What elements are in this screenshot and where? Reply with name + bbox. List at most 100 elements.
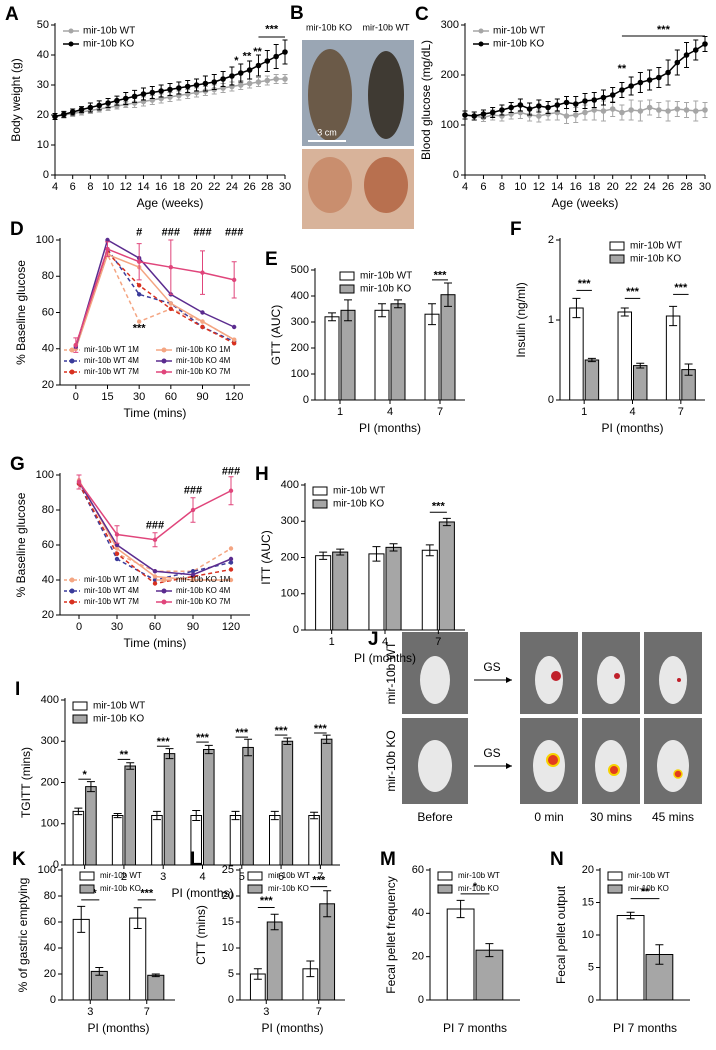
x-tick-label: 120 — [225, 391, 243, 403]
y-tick-label: 100 — [281, 588, 299, 600]
y-axis-label: CTT (mins) — [194, 905, 208, 965]
legend-label: mir-10b KO — [630, 254, 681, 265]
point — [554, 102, 561, 108]
legend-marker — [69, 369, 75, 375]
x-tick-label: 8 — [499, 181, 505, 193]
error-bar — [270, 913, 279, 931]
y-axis-label: % of gastric emptying — [16, 878, 30, 993]
point — [517, 102, 524, 108]
y-tick-label: 200 — [281, 551, 299, 563]
y-tick-label: 0 — [548, 394, 554, 406]
y-tick-label: 400 — [281, 479, 299, 491]
bar — [129, 917, 147, 1001]
x-tick-label: 12 — [120, 181, 132, 193]
annotation: *** — [314, 723, 328, 735]
point — [674, 59, 681, 66]
y-tick-label: 20 — [222, 890, 234, 902]
y-tick-label: 200 — [441, 69, 459, 81]
point — [264, 77, 271, 84]
bar — [368, 553, 385, 631]
point — [255, 79, 262, 85]
series-line — [75, 253, 235, 349]
point — [200, 319, 205, 324]
x-tick-label: 1 — [337, 406, 343, 418]
y-tick-label: 40 — [37, 49, 49, 61]
point — [105, 237, 110, 243]
annotation: * — [83, 769, 88, 781]
point — [237, 70, 244, 76]
point — [462, 112, 468, 118]
point — [131, 93, 138, 100]
point — [131, 100, 138, 106]
legend-marker — [69, 347, 75, 353]
y-tick-label: 500 — [291, 264, 309, 276]
x-tick-label: 7 — [316, 1006, 322, 1018]
point — [149, 89, 156, 96]
bar — [569, 307, 584, 401]
x-tick-label: 10 — [514, 181, 526, 193]
bar — [340, 309, 356, 401]
legend-label: mir-10b KO — [458, 884, 499, 893]
point — [499, 107, 505, 113]
point — [87, 104, 94, 111]
y-tick-label: 200 — [41, 776, 59, 788]
y-tick-label: 100 — [36, 234, 54, 246]
annotation: ** — [243, 50, 252, 62]
y-axis-label: Insulin (ng/ml) — [514, 282, 528, 357]
x-tick-label: 7 — [435, 636, 441, 648]
x-axis-label: PI (months) — [359, 421, 421, 435]
y-tick-label: 100 — [441, 119, 459, 131]
annotation: ** — [618, 63, 627, 75]
x-tick-label: 12 — [533, 181, 545, 193]
legend-marker — [161, 347, 167, 353]
point — [656, 74, 662, 81]
error-bar — [77, 905, 86, 933]
x-tick-label: 26 — [662, 181, 674, 193]
annotation: *** — [265, 23, 279, 35]
x-tick-label: 1 — [581, 406, 587, 418]
legend-marker — [69, 358, 75, 364]
point — [152, 569, 158, 574]
point — [228, 567, 234, 572]
error-bar — [636, 362, 645, 369]
point — [591, 97, 598, 103]
y-axis-label: Body weight (g) — [9, 58, 23, 141]
y-tick-label: 40 — [42, 574, 54, 586]
x-axis-label: Age (weeks) — [552, 196, 619, 210]
error-bar — [204, 744, 213, 755]
bar — [151, 815, 163, 866]
legend-swatch — [607, 884, 623, 894]
y-tick-label: 40 — [412, 907, 424, 919]
legend-swatch — [312, 499, 328, 509]
x-tick-label: 5 — [239, 871, 245, 883]
y-tick-label: 30 — [37, 79, 49, 91]
annotation: ### — [193, 227, 211, 239]
point — [105, 100, 111, 106]
panel-label: F — [510, 219, 522, 240]
point — [184, 83, 191, 90]
error-bar — [283, 737, 292, 746]
x-tick-label: 3 — [263, 1006, 269, 1018]
annotation: *** — [260, 895, 274, 907]
y-axis-label: TGITT (mins) — [19, 747, 33, 818]
point — [114, 551, 120, 556]
legend-swatch — [609, 241, 625, 251]
y-tick-label: 100 — [36, 469, 54, 481]
point — [114, 97, 120, 104]
point — [637, 79, 644, 86]
legend-label: mir-10b KO — [493, 39, 544, 50]
error-bar — [389, 543, 398, 552]
annotation: ### — [146, 520, 164, 532]
point — [78, 106, 85, 113]
x-tick-label: 20 — [607, 181, 619, 193]
x-tick-label: 4 — [387, 406, 393, 418]
bar — [111, 815, 124, 866]
error-bar — [626, 911, 635, 920]
annotation: *** — [657, 24, 671, 36]
y-tick-label: 0 — [43, 169, 49, 181]
y-axis-label: Fecal pellet frequency — [384, 876, 398, 993]
point — [228, 577, 234, 583]
point — [609, 92, 616, 98]
y-axis-label: Blood glucose (mg/dL) — [419, 40, 433, 160]
annotation: *** — [434, 270, 448, 282]
